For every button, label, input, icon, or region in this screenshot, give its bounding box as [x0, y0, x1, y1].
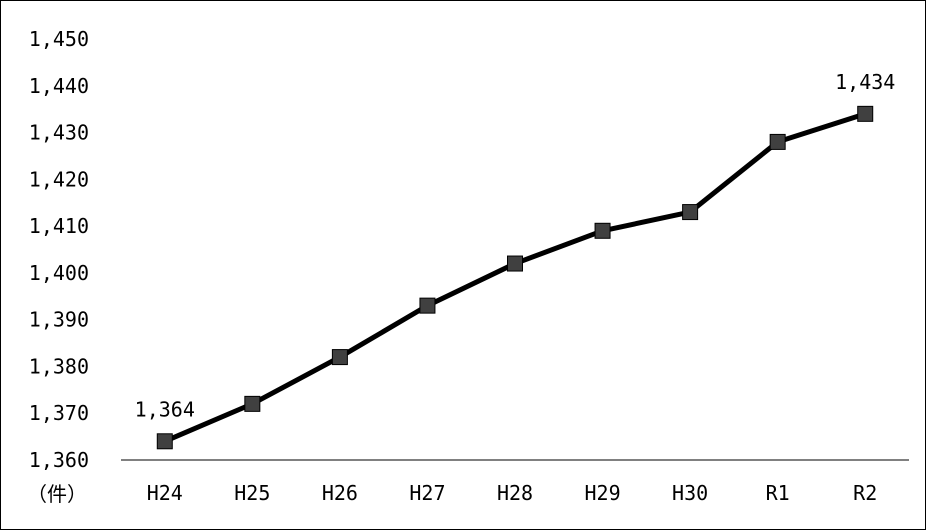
data-point-marker — [419, 297, 436, 314]
y-tick-label: 1,450 — [29, 27, 89, 51]
data-labels: 1,364 1,434 — [135, 70, 896, 421]
y-tick-label: 1,370 — [29, 401, 89, 425]
series-line — [162, 111, 868, 444]
x-tick-label: R2 — [853, 481, 877, 505]
y-tick-label: 1,430 — [29, 121, 89, 145]
y-tick-label: 1,390 — [29, 308, 89, 332]
x-tick-label: H25 — [234, 481, 270, 505]
x-tick-label: R1 — [766, 481, 790, 505]
y-tick-label: 1,410 — [29, 214, 89, 238]
data-point-marker — [507, 255, 523, 272]
y-tick-label: 1,420 — [29, 167, 89, 191]
data-point-marker — [857, 105, 874, 122]
y-tick-label: 1,380 — [29, 354, 89, 378]
data-point-marker — [331, 349, 348, 366]
data-point-marker — [769, 133, 786, 150]
x-tick-label: H26 — [322, 481, 358, 505]
data-point-marker — [244, 395, 261, 412]
x-tick-label: H28 — [497, 481, 533, 505]
x-tick-label: H29 — [584, 481, 620, 505]
y-tick-label: 1,360 — [29, 448, 89, 472]
data-point-marker — [156, 433, 173, 450]
data-point-marker — [682, 204, 699, 221]
data-label: 1,364 — [135, 397, 195, 421]
x-axis-labels: H24 H25 H26 H27 H28 H29 H30 R1 R2 — [147, 481, 878, 505]
x-tick-label: H30 — [672, 481, 708, 505]
y-tick-label: 1,400 — [29, 261, 89, 285]
x-tick-label: H24 — [147, 481, 183, 505]
y-unit-label: （件） — [27, 482, 87, 506]
x-tick-label: H27 — [409, 481, 445, 505]
y-tick-label: 1,440 — [29, 74, 89, 98]
y-axis-labels: 1,360 1,370 1,380 1,390 1,400 1,410 1,420 1,430… — [29, 27, 89, 472]
data-label: 1,434 — [835, 70, 895, 94]
data-point-marker — [594, 222, 611, 239]
series-markers — [156, 105, 874, 450]
